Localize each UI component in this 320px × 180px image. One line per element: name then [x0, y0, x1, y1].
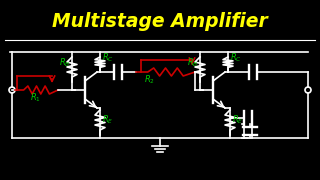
Text: $R_E$: $R_E$	[232, 114, 244, 127]
Text: $R_E$: $R_E$	[102, 114, 114, 127]
Text: $R_B$: $R_B$	[59, 56, 70, 69]
Text: $R_1$: $R_1$	[30, 91, 41, 103]
Text: $R_B$: $R_B$	[187, 56, 198, 69]
Text: $R_C$: $R_C$	[230, 51, 242, 64]
Text: Multistage Amplifier: Multistage Amplifier	[52, 12, 268, 30]
Text: $R_2$: $R_2$	[144, 73, 155, 85]
Text: $R_C$: $R_C$	[102, 51, 114, 64]
